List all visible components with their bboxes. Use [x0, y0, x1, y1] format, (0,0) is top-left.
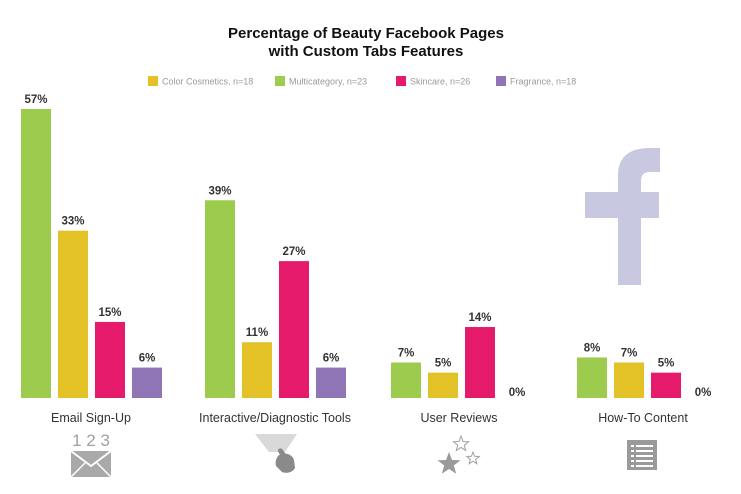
legend-swatch-color-cosmetics — [148, 76, 158, 86]
bar-interactive-diagnostic-tools-color-cosmetics — [242, 342, 272, 398]
bar-interactive-diagnostic-tools-fragrance — [316, 367, 346, 398]
bar-email-sign-up-fragrance — [132, 367, 162, 398]
value-label-how-to-content-fragrance: 0% — [695, 387, 712, 399]
value-label-interactive-diagnostic-tools-skincare: 27% — [282, 246, 305, 258]
bar-interactive-diagnostic-tools-multicategory — [205, 200, 235, 398]
category-label-user-reviews: User Reviews — [420, 411, 497, 425]
bar-email-sign-up-color-cosmetics — [58, 230, 88, 398]
bar-user-reviews-multicategory — [391, 362, 421, 398]
value-label-email-sign-up-skincare: 15% — [98, 307, 121, 319]
value-label-how-to-content-multicategory: 8% — [584, 342, 601, 354]
category-label-email-sign-up: Email Sign-Up — [51, 411, 131, 425]
bar-email-sign-up-skincare — [95, 321, 125, 398]
stars-icon — [437, 434, 481, 474]
legend-label-multicategory: Multicategory, n=23 — [289, 77, 367, 87]
value-label-email-sign-up-color-cosmetics: 33% — [61, 216, 84, 228]
legend-swatch-multicategory — [275, 76, 285, 86]
value-label-user-reviews-multicategory: 7% — [398, 348, 415, 360]
value-label-email-sign-up-fragrance: 6% — [139, 353, 156, 365]
legend: Color Cosmetics, n=18 Multicategory, n=2… — [148, 76, 576, 87]
value-label-interactive-diagnostic-tools-color-cosmetics: 11% — [246, 327, 268, 339]
bar-email-sign-up-multicategory — [21, 109, 51, 398]
value-label-interactive-diagnostic-tools-fragrance: 6% — [323, 353, 340, 365]
bar-how-to-content-multicategory — [577, 357, 607, 398]
value-label-email-sign-up-multicategory: 57% — [24, 94, 47, 106]
value-label-user-reviews-color-cosmetics: 5% — [435, 358, 452, 370]
envelope-icon: 1 2 3 — [70, 431, 112, 478]
legend-swatch-fragrance — [496, 76, 506, 86]
bar-user-reviews-color-cosmetics — [428, 372, 458, 398]
legend-label-fragrance: Fragrance, n=18 — [510, 77, 576, 87]
document-icon — [627, 440, 657, 470]
bar-user-reviews-skincare — [465, 327, 495, 398]
numbers-icon: 1 2 3 — [72, 431, 110, 450]
chart-title-line-1: Percentage of Beauty Facebook Pages — [228, 25, 504, 42]
value-label-how-to-content-skincare: 5% — [658, 358, 675, 370]
value-labels: 57% 33% 15% 6% 39% 11% 27% 6% 7% 5% 14% 0% 8% 7% 5% 0% — [24, 94, 711, 399]
value-label-user-reviews-fragrance: 0% — [509, 387, 526, 399]
category-label-interactive-diagnostic-tools: Interactive/Diagnostic Tools — [199, 411, 351, 425]
bar-how-to-content-color-cosmetics — [614, 362, 644, 398]
chart-title-line-2: with Custom Tabs Features — [268, 43, 464, 60]
bar-interactive-diagnostic-tools-skincare — [279, 261, 309, 398]
legend-label-color-cosmetics: Color Cosmetics, n=18 — [162, 77, 253, 87]
legend-swatch-skincare — [396, 76, 406, 86]
legend-label-skincare: Skincare, n=26 — [410, 77, 470, 87]
pointing-hand-icon — [255, 434, 297, 473]
category-label-how-to-content: How-To Content — [598, 411, 688, 425]
value-label-interactive-diagnostic-tools-multicategory: 39% — [208, 185, 231, 197]
value-label-user-reviews-skincare: 14% — [468, 312, 491, 324]
facebook-logo-icon — [585, 148, 660, 285]
value-label-how-to-content-color-cosmetics: 7% — [621, 348, 638, 360]
bars — [21, 109, 681, 398]
bar-how-to-content-skincare — [651, 372, 681, 398]
